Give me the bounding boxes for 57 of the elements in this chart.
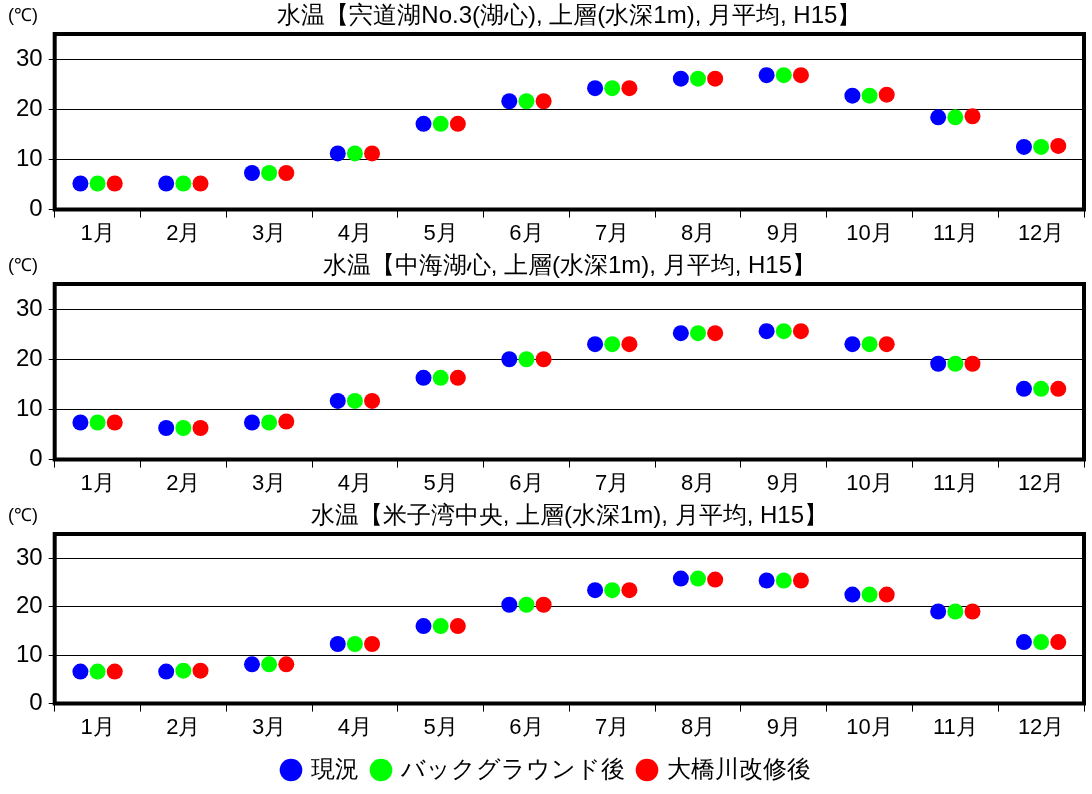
- x-tick-label: 1月: [80, 713, 115, 739]
- y-tick-label: 20: [15, 93, 43, 121]
- y-tick-label: 10: [15, 394, 43, 422]
- chart-title: 水温【中海湖心, 上層(水深1m), 月平均, H15】: [322, 250, 817, 278]
- x-tick-label: 6月: [509, 469, 544, 495]
- x-tick-label: 7月: [595, 219, 630, 245]
- x-tick-label: 5月: [423, 469, 458, 495]
- x-tick-label: 1月: [80, 219, 115, 245]
- x-tick-label: 10月: [846, 713, 893, 739]
- legend-label: 現況: [311, 754, 359, 782]
- x-tick-label: 4月: [337, 713, 373, 739]
- y-tick-label: 20: [15, 343, 43, 371]
- y-axis-title: (℃): [8, 504, 38, 525]
- x-tick-label: 6月: [509, 713, 544, 739]
- x-tick-label: 4月: [337, 219, 373, 245]
- y-tick-label: 30: [15, 542, 43, 570]
- y-axis-title: (℃): [8, 4, 38, 25]
- x-tick-label: 9月: [766, 713, 801, 739]
- x-tick-label: 9月: [766, 219, 801, 245]
- x-tick-label: 7月: [595, 713, 630, 739]
- y-tick-label: 10: [15, 144, 43, 172]
- x-tick-label: 3月: [252, 713, 287, 739]
- y-tick-label: 10: [15, 639, 43, 667]
- x-tick-label: 12月: [1017, 713, 1065, 739]
- x-tick-label: 8月: [680, 469, 716, 495]
- x-tick-label: 5月: [423, 219, 458, 245]
- y-tick-label: 0: [29, 194, 43, 222]
- x-tick-label: 1月: [80, 469, 115, 495]
- x-tick-label: 5月: [423, 713, 458, 739]
- chart-title: 水温【米子湾中央, 上層(水深1m), 月平均, H15】: [310, 500, 829, 528]
- y-tick-label: 20: [15, 591, 43, 619]
- x-tick-label: 11月: [932, 713, 978, 739]
- chart-title: 水温【宍道湖No.3(湖心), 上層(水深1m), 月平均, H15】: [277, 0, 862, 28]
- x-tick-label: 3月: [252, 469, 287, 495]
- x-tick-label: 2月: [166, 469, 201, 495]
- y-tick-label: 0: [29, 444, 43, 472]
- y-tick-label: 30: [15, 293, 43, 321]
- x-tick-label: 2月: [166, 713, 201, 739]
- x-tick-label: 9月: [766, 469, 801, 495]
- x-tick-label: 10月: [846, 469, 893, 495]
- y-tick-label: 30: [15, 43, 43, 71]
- x-tick-label: 10月: [846, 219, 893, 245]
- x-tick-label: 8月: [680, 219, 716, 245]
- legend-label: 大橋川改修後: [667, 754, 811, 782]
- x-tick-label: 11月: [932, 219, 978, 245]
- x-tick-label: 11月: [932, 469, 978, 495]
- x-tick-label: 6月: [509, 219, 544, 245]
- x-tick-label: 4月: [337, 469, 373, 495]
- legend-label: バックグラウンド後: [400, 754, 625, 782]
- x-tick-label: 8月: [680, 713, 716, 739]
- y-axis-title: (℃): [8, 254, 38, 275]
- x-tick-label: 12月: [1017, 219, 1065, 245]
- x-tick-label: 12月: [1017, 469, 1065, 495]
- x-tick-label: 3月: [252, 219, 287, 245]
- x-tick-label: 7月: [595, 469, 630, 495]
- y-tick-label: 0: [29, 688, 43, 716]
- x-tick-label: 2月: [166, 219, 201, 245]
